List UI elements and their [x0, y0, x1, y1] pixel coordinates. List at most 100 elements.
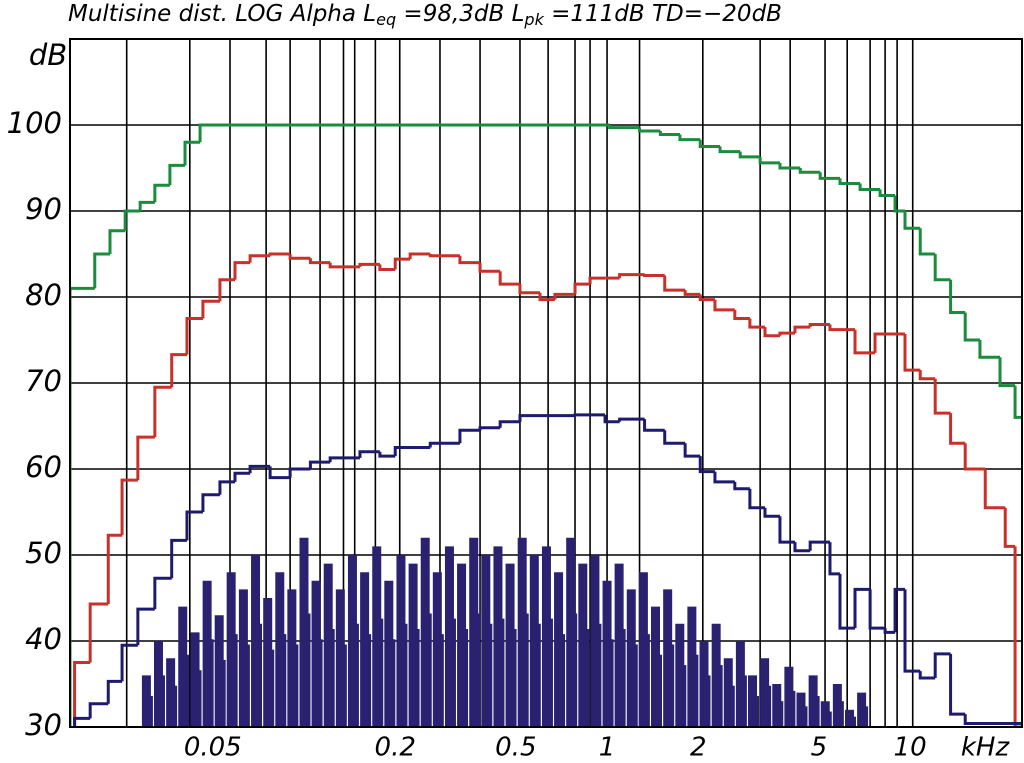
step-segment — [88, 702, 109, 719]
step-segment — [713, 471, 735, 484]
step-segment — [88, 602, 109, 663]
step-segment — [808, 323, 830, 328]
step-segment — [248, 254, 271, 263]
step-segment — [778, 162, 801, 170]
step-segment — [678, 134, 701, 142]
step-segment — [70, 286, 95, 727]
step-segment — [198, 123, 610, 143]
step-segment — [106, 679, 123, 704]
step-segment — [123, 209, 141, 231]
step-segment — [853, 329, 876, 355]
step-segment — [538, 292, 555, 302]
step-segment — [733, 309, 750, 320]
y-tick-label: 40 — [25, 622, 62, 656]
step-segment — [170, 538, 187, 579]
step-segment — [218, 278, 235, 302]
step-segment — [738, 151, 761, 159]
step-segment — [933, 652, 951, 678]
step-segment — [733, 481, 750, 491]
step-segment — [183, 140, 201, 166]
step-segment — [218, 480, 235, 495]
step-segment — [1013, 385, 1022, 419]
step-segment — [963, 312, 980, 342]
plot-frame — [69, 38, 1023, 728]
step-segment — [136, 607, 155, 646]
step-segment — [798, 168, 821, 174]
step-segment — [328, 456, 360, 463]
step-segment — [358, 262, 380, 267]
step-segment — [201, 299, 220, 319]
y-tick-label: 60 — [25, 450, 62, 484]
step-segment — [949, 413, 966, 445]
step-segment — [808, 540, 830, 551]
step-segment — [618, 417, 645, 422]
step-segment — [698, 294, 715, 302]
y-tick-label: 80 — [25, 278, 62, 312]
step-segment — [308, 460, 331, 469]
step-segment — [638, 127, 661, 133]
step-segment — [868, 589, 886, 630]
step-segment — [233, 471, 251, 482]
step-segment — [658, 131, 680, 136]
title-subscript: pk — [523, 10, 544, 29]
step-segment — [903, 589, 921, 673]
step-segment — [893, 195, 906, 213]
step-segment — [608, 125, 640, 130]
step-segment — [793, 325, 811, 334]
step-segment — [378, 264, 396, 271]
step-segment — [553, 292, 576, 300]
y-tick-label: 90 — [25, 192, 62, 226]
step-segment — [153, 183, 170, 203]
y-tick-label: 30 — [25, 708, 62, 742]
step-segment — [918, 228, 936, 256]
x-tick-label: 0.5 — [495, 733, 536, 763]
step-segment — [828, 324, 856, 332]
step-segment — [408, 252, 431, 260]
step-segment — [828, 542, 840, 576]
step-segment — [663, 275, 686, 292]
step-segment — [838, 573, 856, 630]
step-segment — [328, 262, 360, 269]
step-segment — [288, 254, 311, 260]
title-subscript: eq — [376, 10, 396, 29]
step-segment — [758, 156, 780, 165]
step-segment — [618, 273, 645, 279]
step-segment — [168, 163, 186, 186]
step-segment — [713, 299, 735, 312]
step-segment — [918, 370, 936, 381]
title-part: Multisine dist. LOG Alpha L — [68, 1, 376, 27]
tick-labels: 30 40 50 60 70 80 90 100 0.05 0.2 0.5 1 2 5 10 — [7, 106, 927, 763]
step-segment — [185, 510, 203, 541]
x-tick-label: 0.2 — [375, 733, 416, 763]
step-segment — [883, 628, 896, 634]
step-segment — [518, 284, 541, 295]
title-part: =98,3dB L — [396, 1, 524, 27]
step-segment — [233, 261, 251, 280]
x-tick-label: 10 — [894, 733, 927, 763]
step-segment — [643, 274, 665, 277]
step-segment — [698, 456, 715, 474]
step-segment — [498, 420, 520, 428]
step-segment — [998, 357, 1016, 388]
x-tick-label: 5 — [811, 733, 828, 763]
step-segment — [588, 276, 606, 285]
step-segment — [153, 385, 172, 438]
step-segment — [268, 466, 291, 480]
step-segment — [933, 378, 951, 415]
plot-marks — [70, 123, 1022, 727]
x-tick-label: 1 — [599, 733, 616, 763]
step-segment — [793, 542, 811, 553]
step-segment — [73, 661, 91, 727]
step-segment — [683, 443, 701, 458]
step-segment — [818, 172, 840, 180]
step-segment — [268, 252, 291, 256]
step-segment — [248, 464, 271, 474]
step-segment — [903, 211, 921, 230]
step-segment — [858, 183, 881, 191]
step-segment — [428, 254, 460, 258]
step-segment — [963, 714, 1022, 726]
y-tick-label: 100 — [7, 106, 62, 140]
step-segment — [893, 587, 906, 633]
step-segment — [428, 441, 460, 448]
title-part: =111dB TD=−20dB — [544, 1, 782, 27]
